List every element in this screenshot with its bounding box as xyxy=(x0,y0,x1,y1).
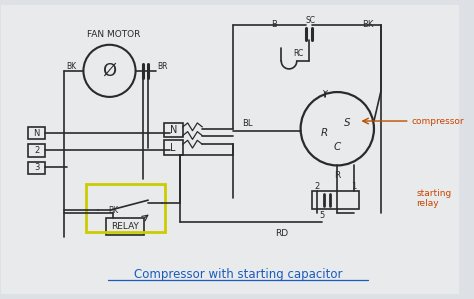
Text: Y: Y xyxy=(322,89,327,98)
Text: N: N xyxy=(170,125,177,135)
Bar xyxy=(164,140,183,155)
Text: RC: RC xyxy=(293,49,304,58)
Text: C: C xyxy=(334,142,341,152)
Text: B: B xyxy=(271,20,276,29)
Bar xyxy=(86,184,165,232)
Text: Ø: Ø xyxy=(102,62,117,80)
Text: S: S xyxy=(344,118,350,128)
Text: RELAY: RELAY xyxy=(111,222,139,231)
Text: 1: 1 xyxy=(351,182,356,191)
Text: SC: SC xyxy=(305,16,315,25)
Text: BK: BK xyxy=(363,20,374,29)
Bar xyxy=(164,123,183,138)
Text: 3: 3 xyxy=(34,163,39,172)
Text: R: R xyxy=(334,170,340,180)
Bar xyxy=(28,144,45,157)
Text: L: L xyxy=(171,143,176,152)
Text: RD: RD xyxy=(275,229,288,239)
Text: starting
relay: starting relay xyxy=(417,189,452,208)
Bar xyxy=(312,191,358,209)
Text: BL: BL xyxy=(242,119,253,129)
Text: FAN MOTOR: FAN MOTOR xyxy=(87,30,140,39)
Text: 2: 2 xyxy=(34,146,39,155)
Text: BR: BR xyxy=(157,62,167,71)
Text: compressor: compressor xyxy=(411,117,464,126)
Bar xyxy=(106,218,144,235)
Text: BK: BK xyxy=(66,62,76,71)
Bar xyxy=(28,127,45,139)
Text: Compressor with starting capacitor: Compressor with starting capacitor xyxy=(134,268,342,281)
Text: 5: 5 xyxy=(319,211,325,220)
Text: BK: BK xyxy=(108,206,118,215)
Text: N: N xyxy=(34,129,40,138)
Bar xyxy=(28,161,45,174)
Text: R: R xyxy=(321,128,328,138)
Text: 2: 2 xyxy=(314,182,319,191)
